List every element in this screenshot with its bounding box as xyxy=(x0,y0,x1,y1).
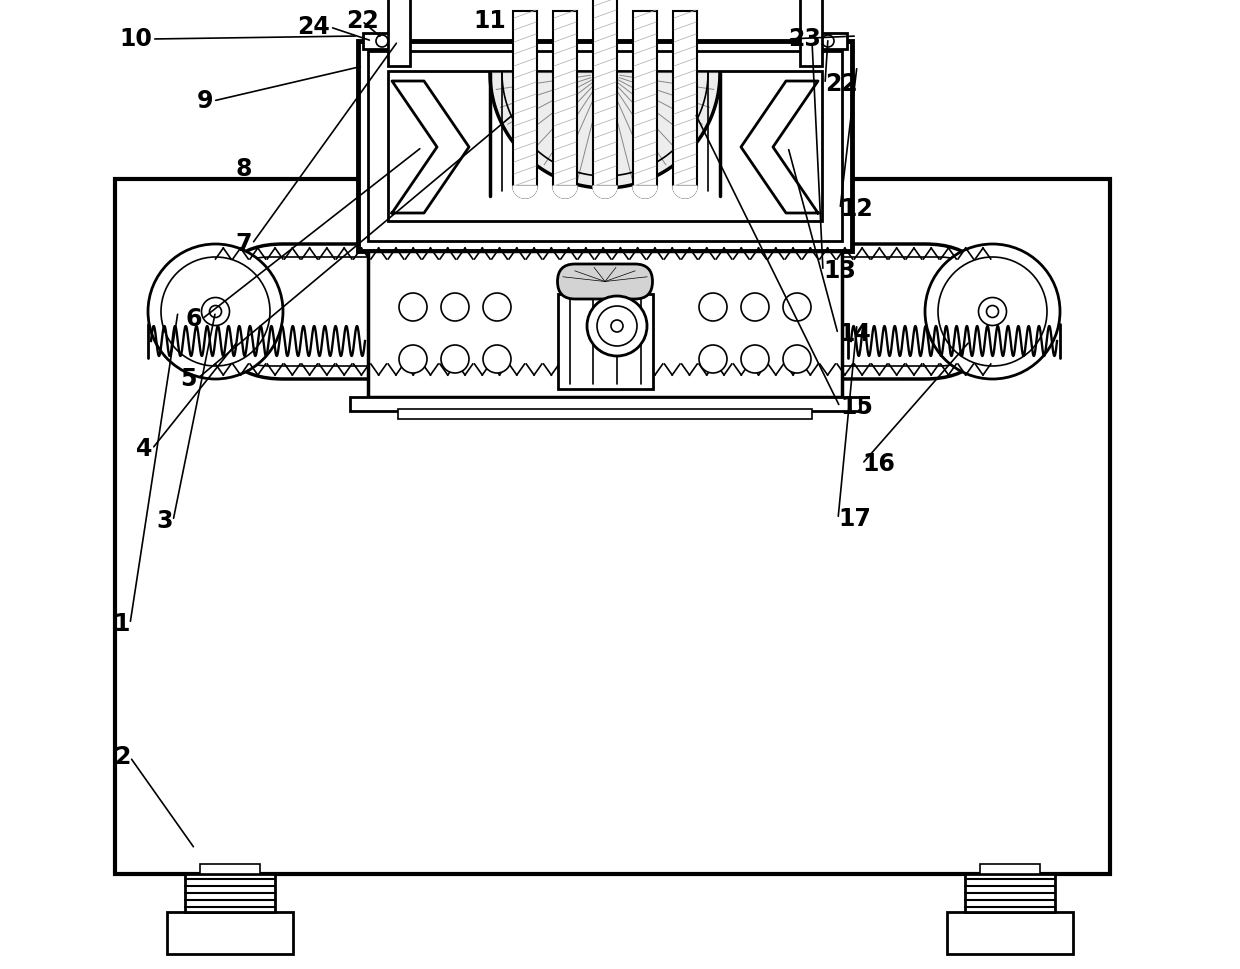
Text: 12: 12 xyxy=(839,197,873,221)
Text: 16: 16 xyxy=(862,452,895,476)
Polygon shape xyxy=(553,186,577,198)
Circle shape xyxy=(201,297,229,326)
Text: 7: 7 xyxy=(236,232,252,256)
Polygon shape xyxy=(513,186,537,198)
Bar xyxy=(388,71,822,221)
Bar xyxy=(115,179,1110,874)
Bar xyxy=(368,51,842,241)
Text: 6: 6 xyxy=(186,307,202,331)
Polygon shape xyxy=(632,186,657,198)
Bar xyxy=(965,874,1055,912)
Text: 4: 4 xyxy=(135,437,153,461)
Circle shape xyxy=(925,244,1060,379)
Circle shape xyxy=(742,293,769,321)
Circle shape xyxy=(161,257,270,366)
Bar xyxy=(185,874,275,912)
Bar xyxy=(947,912,1073,954)
Text: 9: 9 xyxy=(196,89,213,113)
Circle shape xyxy=(484,293,511,321)
Bar xyxy=(398,409,812,419)
Bar xyxy=(558,294,652,389)
Circle shape xyxy=(441,293,469,321)
Text: 1: 1 xyxy=(114,612,130,636)
Polygon shape xyxy=(490,73,720,188)
Bar xyxy=(673,11,697,186)
Text: 2: 2 xyxy=(114,745,130,769)
Circle shape xyxy=(782,345,811,373)
Bar xyxy=(363,33,401,49)
Bar xyxy=(200,864,260,874)
Text: 14: 14 xyxy=(838,322,870,346)
Polygon shape xyxy=(742,81,818,213)
Circle shape xyxy=(399,293,427,321)
Text: 23: 23 xyxy=(787,27,821,51)
Text: 24: 24 xyxy=(298,15,330,39)
Bar xyxy=(553,11,577,186)
Circle shape xyxy=(742,345,769,373)
Text: 22: 22 xyxy=(346,9,378,33)
Circle shape xyxy=(978,297,1007,326)
Circle shape xyxy=(611,320,622,332)
Circle shape xyxy=(399,345,427,373)
Circle shape xyxy=(699,345,727,373)
Bar xyxy=(358,41,852,251)
Circle shape xyxy=(484,345,511,373)
Bar xyxy=(800,0,822,66)
Circle shape xyxy=(699,293,727,321)
Text: 11: 11 xyxy=(474,9,506,33)
Circle shape xyxy=(148,244,283,379)
Circle shape xyxy=(987,305,998,318)
Text: 15: 15 xyxy=(839,395,873,419)
Circle shape xyxy=(441,345,469,373)
Circle shape xyxy=(596,306,637,346)
Text: 3: 3 xyxy=(156,509,174,533)
Circle shape xyxy=(822,35,835,47)
FancyBboxPatch shape xyxy=(216,244,992,379)
Text: 22: 22 xyxy=(825,72,858,96)
Bar xyxy=(167,912,293,954)
Polygon shape xyxy=(673,186,697,198)
Circle shape xyxy=(587,296,647,356)
Text: 17: 17 xyxy=(838,507,870,531)
Text: 8: 8 xyxy=(236,157,252,181)
Polygon shape xyxy=(593,186,618,198)
Circle shape xyxy=(210,305,222,318)
Circle shape xyxy=(782,293,811,321)
Bar xyxy=(632,11,657,186)
Circle shape xyxy=(937,257,1047,366)
FancyBboxPatch shape xyxy=(558,264,652,299)
Bar xyxy=(593,0,618,186)
Text: 13: 13 xyxy=(823,259,856,283)
Bar xyxy=(388,0,410,66)
Bar xyxy=(980,864,1040,874)
Bar xyxy=(808,33,847,49)
Text: 10: 10 xyxy=(119,27,153,51)
Polygon shape xyxy=(392,81,469,213)
Bar xyxy=(513,11,537,186)
Text: 5: 5 xyxy=(181,367,197,391)
Circle shape xyxy=(376,35,388,47)
Bar xyxy=(350,397,861,411)
Bar xyxy=(368,251,842,397)
